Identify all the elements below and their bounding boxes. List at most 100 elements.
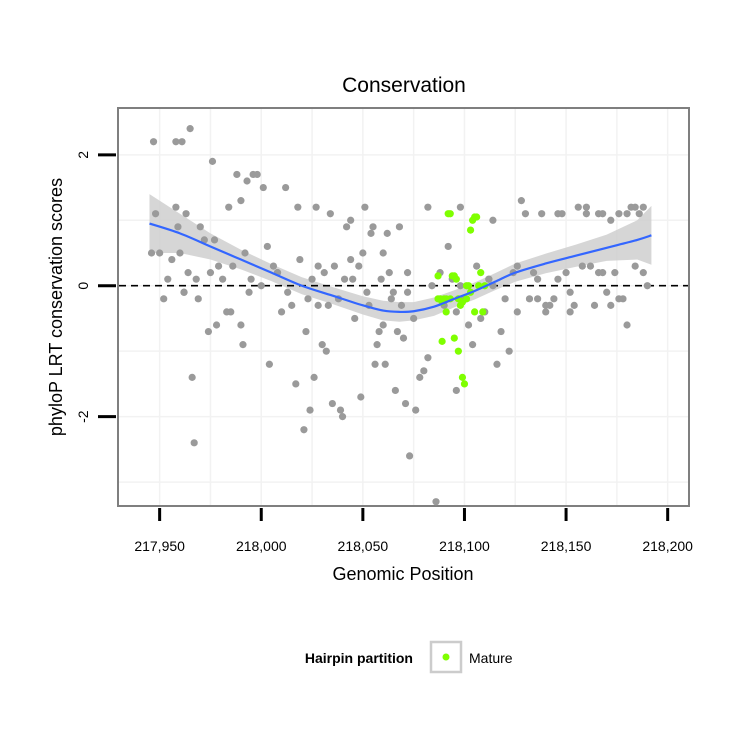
data-point [599, 210, 607, 218]
data-point [464, 321, 473, 329]
data-point [369, 223, 377, 231]
data-point [178, 138, 186, 146]
data-point [233, 170, 241, 179]
data-point [643, 282, 651, 290]
data-point [308, 275, 316, 283]
data-point [485, 275, 493, 283]
data-point [245, 288, 253, 296]
data-point [381, 360, 389, 368]
data-point [493, 360, 501, 368]
data-point [517, 197, 525, 205]
x-axis: 217,950 218,000 218,050 218,100 218,150 218,2… [134, 508, 693, 554]
data-point [371, 360, 379, 368]
data-point [403, 288, 412, 296]
data-point [375, 327, 383, 336]
mature-point [466, 226, 475, 234]
data-point [424, 354, 432, 362]
y-tick-label: 0 [75, 282, 91, 290]
data-point [206, 269, 215, 277]
mature-point [458, 373, 467, 381]
data-point [314, 262, 322, 270]
data-point [180, 288, 188, 296]
data-point [599, 269, 607, 277]
data-point [410, 314, 418, 323]
data-point [631, 203, 639, 211]
data-point [239, 341, 247, 349]
mature-point [450, 334, 458, 342]
data-point [405, 452, 414, 460]
data-point [554, 275, 562, 283]
data-point [263, 242, 271, 251]
data-point [210, 236, 219, 244]
data-point [387, 295, 395, 303]
data-point [635, 210, 643, 218]
data-point [196, 223, 204, 231]
data-point [424, 203, 432, 211]
smooth-confidence-band [149, 194, 652, 322]
data-point [294, 203, 302, 211]
data-point [227, 308, 235, 316]
data-point [312, 203, 320, 211]
data-point [401, 399, 410, 408]
data-point [393, 327, 402, 336]
data-point [363, 288, 371, 296]
data-point [521, 210, 530, 218]
grid-lines [119, 109, 688, 505]
data-point [497, 327, 505, 336]
data-point [607, 301, 615, 309]
y-axis: -2 0 2 [75, 151, 116, 423]
legend-mature-swatch [442, 653, 450, 661]
data-point [318, 341, 326, 349]
smooth-trend-line [149, 222, 652, 314]
data-point [204, 327, 213, 336]
data-point [174, 223, 182, 231]
y-tick-label: 2 [75, 151, 91, 159]
data-point [416, 373, 424, 381]
data-point [505, 347, 513, 355]
data-point [160, 295, 168, 303]
data-point [631, 262, 639, 270]
data-point [359, 249, 367, 257]
data-point [603, 288, 611, 296]
data-point [147, 249, 156, 257]
data-point [300, 426, 308, 434]
data-point [259, 183, 267, 192]
data-point [282, 183, 290, 192]
data-point [326, 210, 334, 218]
data-point [292, 380, 300, 388]
data-point [343, 223, 351, 231]
data-point [219, 275, 227, 283]
data-point [513, 262, 521, 270]
x-tick-label: 218,100 [439, 538, 490, 554]
data-point [172, 138, 180, 146]
mature-point [473, 213, 481, 221]
data-point [566, 288, 574, 296]
x-tick-label: 218,050 [338, 538, 389, 554]
data-point [284, 288, 292, 296]
data-point [214, 262, 223, 270]
data-point [168, 255, 176, 264]
data-point [473, 262, 481, 270]
data-point [550, 295, 558, 303]
data-point [296, 255, 304, 264]
data-point [529, 269, 538, 277]
data-point [156, 249, 164, 257]
data-point [574, 203, 582, 211]
data-point [265, 360, 273, 368]
legend-title: Hairpin partition [305, 650, 413, 666]
mature-point [471, 308, 479, 316]
data-point [176, 249, 184, 257]
data-point [237, 197, 245, 205]
data-point [322, 347, 330, 355]
data-point [367, 229, 375, 237]
data-point [151, 210, 160, 218]
x-tick-label: 217,950 [134, 538, 185, 554]
data-point [184, 269, 192, 277]
data-point [243, 177, 251, 185]
data-point [237, 321, 245, 329]
data-point [347, 255, 355, 264]
data-point [389, 288, 397, 296]
data-point [200, 236, 208, 244]
data-point [452, 386, 460, 395]
